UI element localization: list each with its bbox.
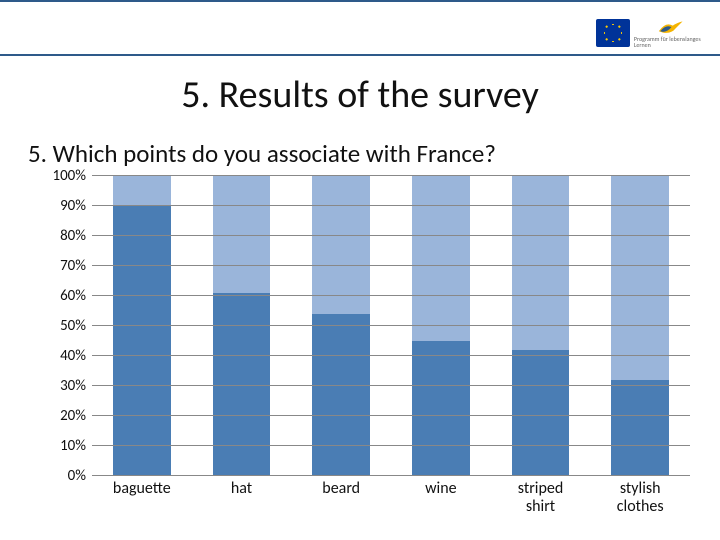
stacked-bar: [512, 176, 570, 476]
bar-slot: [92, 176, 192, 476]
bar-slot: [391, 176, 491, 476]
y-tick-label: 90%: [60, 197, 92, 215]
bar-segment-top: [611, 176, 669, 380]
y-tick-label: 70%: [60, 257, 92, 275]
bar-segment-top: [412, 176, 470, 341]
x-tick-label: beard: [291, 476, 391, 520]
stacked-bar: [113, 176, 171, 476]
stacked-bar: [412, 176, 470, 476]
gridline: 50%: [92, 325, 690, 326]
bar-segment-bottom: [412, 341, 470, 476]
bar-slot: [590, 176, 690, 476]
y-tick-label: 0%: [68, 467, 92, 485]
stacked-bar: [213, 176, 271, 476]
question-text: 5. Which points do you associate with Fr…: [28, 138, 496, 169]
bar-segment-top: [113, 176, 171, 206]
gridline: 30%: [92, 385, 690, 386]
gridline: 10%: [92, 445, 690, 446]
survey-chart: 0% 10% 20% 30% 40% 50% 60% 70% 80% 90% 100% baguet…: [44, 176, 690, 520]
eu-flag-icon: [596, 19, 630, 47]
gridline: 20%: [92, 415, 690, 416]
y-tick-label: 50%: [60, 317, 92, 335]
y-tick-label: 80%: [60, 227, 92, 245]
gridline: 60%: [92, 295, 690, 296]
plot-area: 0%10%20%30%40%50%60%70%80%90%100%: [92, 176, 690, 476]
program-logo: Programm für lebenslanges Lernen: [596, 12, 706, 54]
x-tick-label: hat: [192, 476, 292, 520]
bar-segment-bottom: [312, 314, 370, 476]
bird-icon: [656, 18, 684, 36]
bar-slot: [491, 176, 591, 476]
bar-segment-top: [312, 176, 370, 314]
y-tick-label: 20%: [60, 407, 92, 425]
y-tick-label: 60%: [60, 287, 92, 305]
bar-slot: [291, 176, 391, 476]
bar-segment-top: [512, 176, 570, 350]
x-tick-label: baguette: [92, 476, 192, 520]
gridline: 100%: [92, 175, 690, 176]
x-axis-labels: baguettehatbeardwinestripedshirtstylishc…: [92, 476, 690, 520]
logo-caption: Programm für lebenslanges Lernen: [634, 36, 706, 48]
bar-segment-bottom: [611, 380, 669, 476]
y-tick-label: 100%: [52, 167, 92, 185]
x-tick-label: wine: [391, 476, 491, 520]
bar-slot: [192, 176, 292, 476]
header-rule: Programm für lebenslanges Lernen: [0, 0, 720, 56]
stacked-bar: [312, 176, 370, 476]
page-title: 5. Results of the survey: [0, 72, 720, 118]
x-tick-label: stripedshirt: [491, 476, 591, 520]
gridline: 40%: [92, 355, 690, 356]
gridline: 80%: [92, 235, 690, 236]
bar-segment-bottom: [512, 350, 570, 476]
stacked-bar: [611, 176, 669, 476]
bar-segment-bottom: [113, 206, 171, 476]
x-tick-label: stylishclothes: [590, 476, 690, 520]
gridline: 70%: [92, 265, 690, 266]
y-tick-label: 10%: [60, 437, 92, 455]
gridline: 90%: [92, 205, 690, 206]
bars-container: [92, 176, 690, 476]
y-tick-label: 40%: [60, 347, 92, 365]
y-tick-label: 30%: [60, 377, 92, 395]
